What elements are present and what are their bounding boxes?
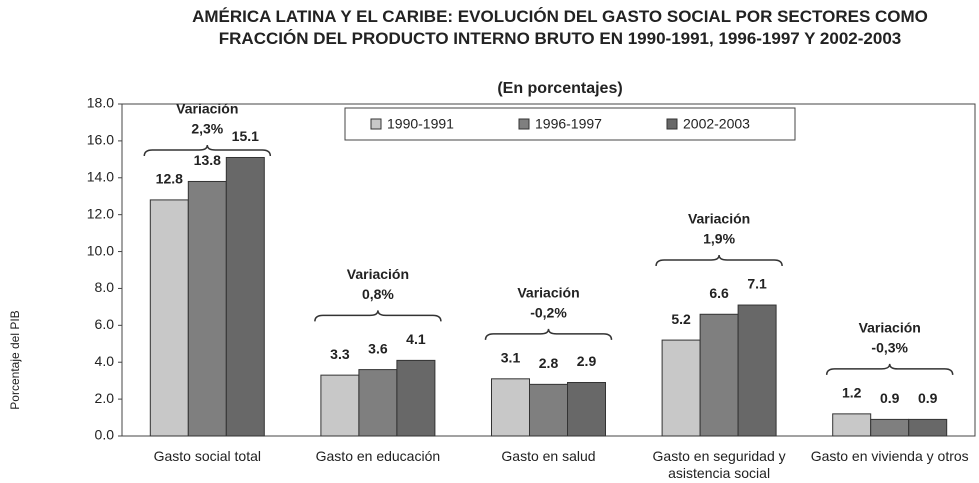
- data-label: 2.8: [539, 355, 559, 371]
- annotation-change: 1,9%: [703, 231, 735, 247]
- brace: [143, 144, 272, 157]
- legend-label: 1990-1991: [387, 116, 454, 132]
- y-tick-label: 18.0: [87, 95, 114, 111]
- bar: [908, 418, 948, 437]
- legend-swatch: [370, 118, 382, 130]
- legend-label: 2002-2003: [683, 116, 750, 132]
- bar: [737, 304, 777, 437]
- data-label: 15.1: [232, 128, 259, 144]
- bar: [149, 199, 189, 437]
- legend-swatch: [518, 118, 530, 130]
- bar: [529, 383, 568, 437]
- data-label: 6.6: [709, 285, 729, 301]
- data-label: 0.9: [918, 390, 938, 406]
- data-label: 7.1: [747, 276, 767, 292]
- annotation-label: Variación: [176, 101, 238, 117]
- x-tick-label: Gasto en seguridad y asistencia social: [652, 448, 786, 481]
- annotation-change: 2,3%: [191, 121, 223, 137]
- annotation-change: 0,8%: [362, 286, 394, 302]
- chart-subtitle: (En porcentajes): [497, 80, 623, 97]
- bar: [832, 413, 872, 437]
- data-label: 1.2: [842, 385, 862, 401]
- data-label: 3.6: [368, 340, 388, 356]
- annotation-change: -0,2%: [530, 305, 567, 321]
- bar: [187, 180, 227, 437]
- data-label: 4.1: [406, 331, 426, 347]
- bar: [358, 369, 398, 437]
- x-tick-label: Gasto en vivienda y otros: [810, 448, 969, 464]
- data-label: 13.8: [194, 152, 221, 168]
- data-label: 3.3: [330, 346, 350, 362]
- brace: [825, 363, 954, 375]
- annotation-label: Variación: [859, 320, 921, 336]
- data-label: 0.9: [880, 390, 900, 406]
- x-tick-label: Gasto en educación: [315, 448, 441, 464]
- bar: [491, 378, 530, 437]
- y-tick-label: 12.0: [87, 205, 114, 221]
- bar: [396, 359, 436, 437]
- brace: [314, 310, 442, 322]
- y-tick-label: 0.0: [95, 427, 115, 443]
- data-label: 3.1: [501, 350, 521, 366]
- annotation-label: Variación: [347, 266, 409, 282]
- chart-title: AMÉRICA LATINA Y EL CARIBE: EVOLUCIÓN DE…: [192, 7, 928, 48]
- legend-swatch: [666, 118, 678, 130]
- brace: [484, 328, 613, 340]
- y-tick-label: 8.0: [95, 279, 115, 295]
- bar: [699, 313, 739, 437]
- x-tick-label: Gasto en salud: [501, 448, 596, 464]
- annotation-change: -0,3%: [871, 340, 908, 356]
- y-axis-label: Porcentaje del PIB: [8, 310, 22, 409]
- y-tick-label: 10.0: [87, 242, 114, 258]
- y-tick-label: 16.0: [87, 132, 114, 148]
- y-tick-label: 6.0: [95, 316, 115, 332]
- legend-box: [344, 107, 796, 141]
- bar: [870, 418, 910, 437]
- y-tick-label: 4.0: [95, 353, 115, 369]
- data-label: 12.8: [156, 171, 183, 187]
- brace: [655, 254, 783, 267]
- x-tick-label: Gasto social total: [153, 448, 261, 464]
- annotation-label: Variación: [517, 285, 579, 301]
- data-label: 2.9: [577, 353, 597, 369]
- legend-label: 1996-1997: [535, 116, 602, 132]
- y-tick-label: 14.0: [87, 168, 114, 184]
- data-label: 5.2: [671, 311, 691, 327]
- bar: [225, 156, 265, 437]
- bar: [320, 374, 360, 437]
- annotation-label: Variación: [688, 211, 750, 227]
- bar: [661, 339, 701, 437]
- y-tick-label: 2.0: [95, 390, 115, 406]
- bar: [567, 382, 606, 437]
